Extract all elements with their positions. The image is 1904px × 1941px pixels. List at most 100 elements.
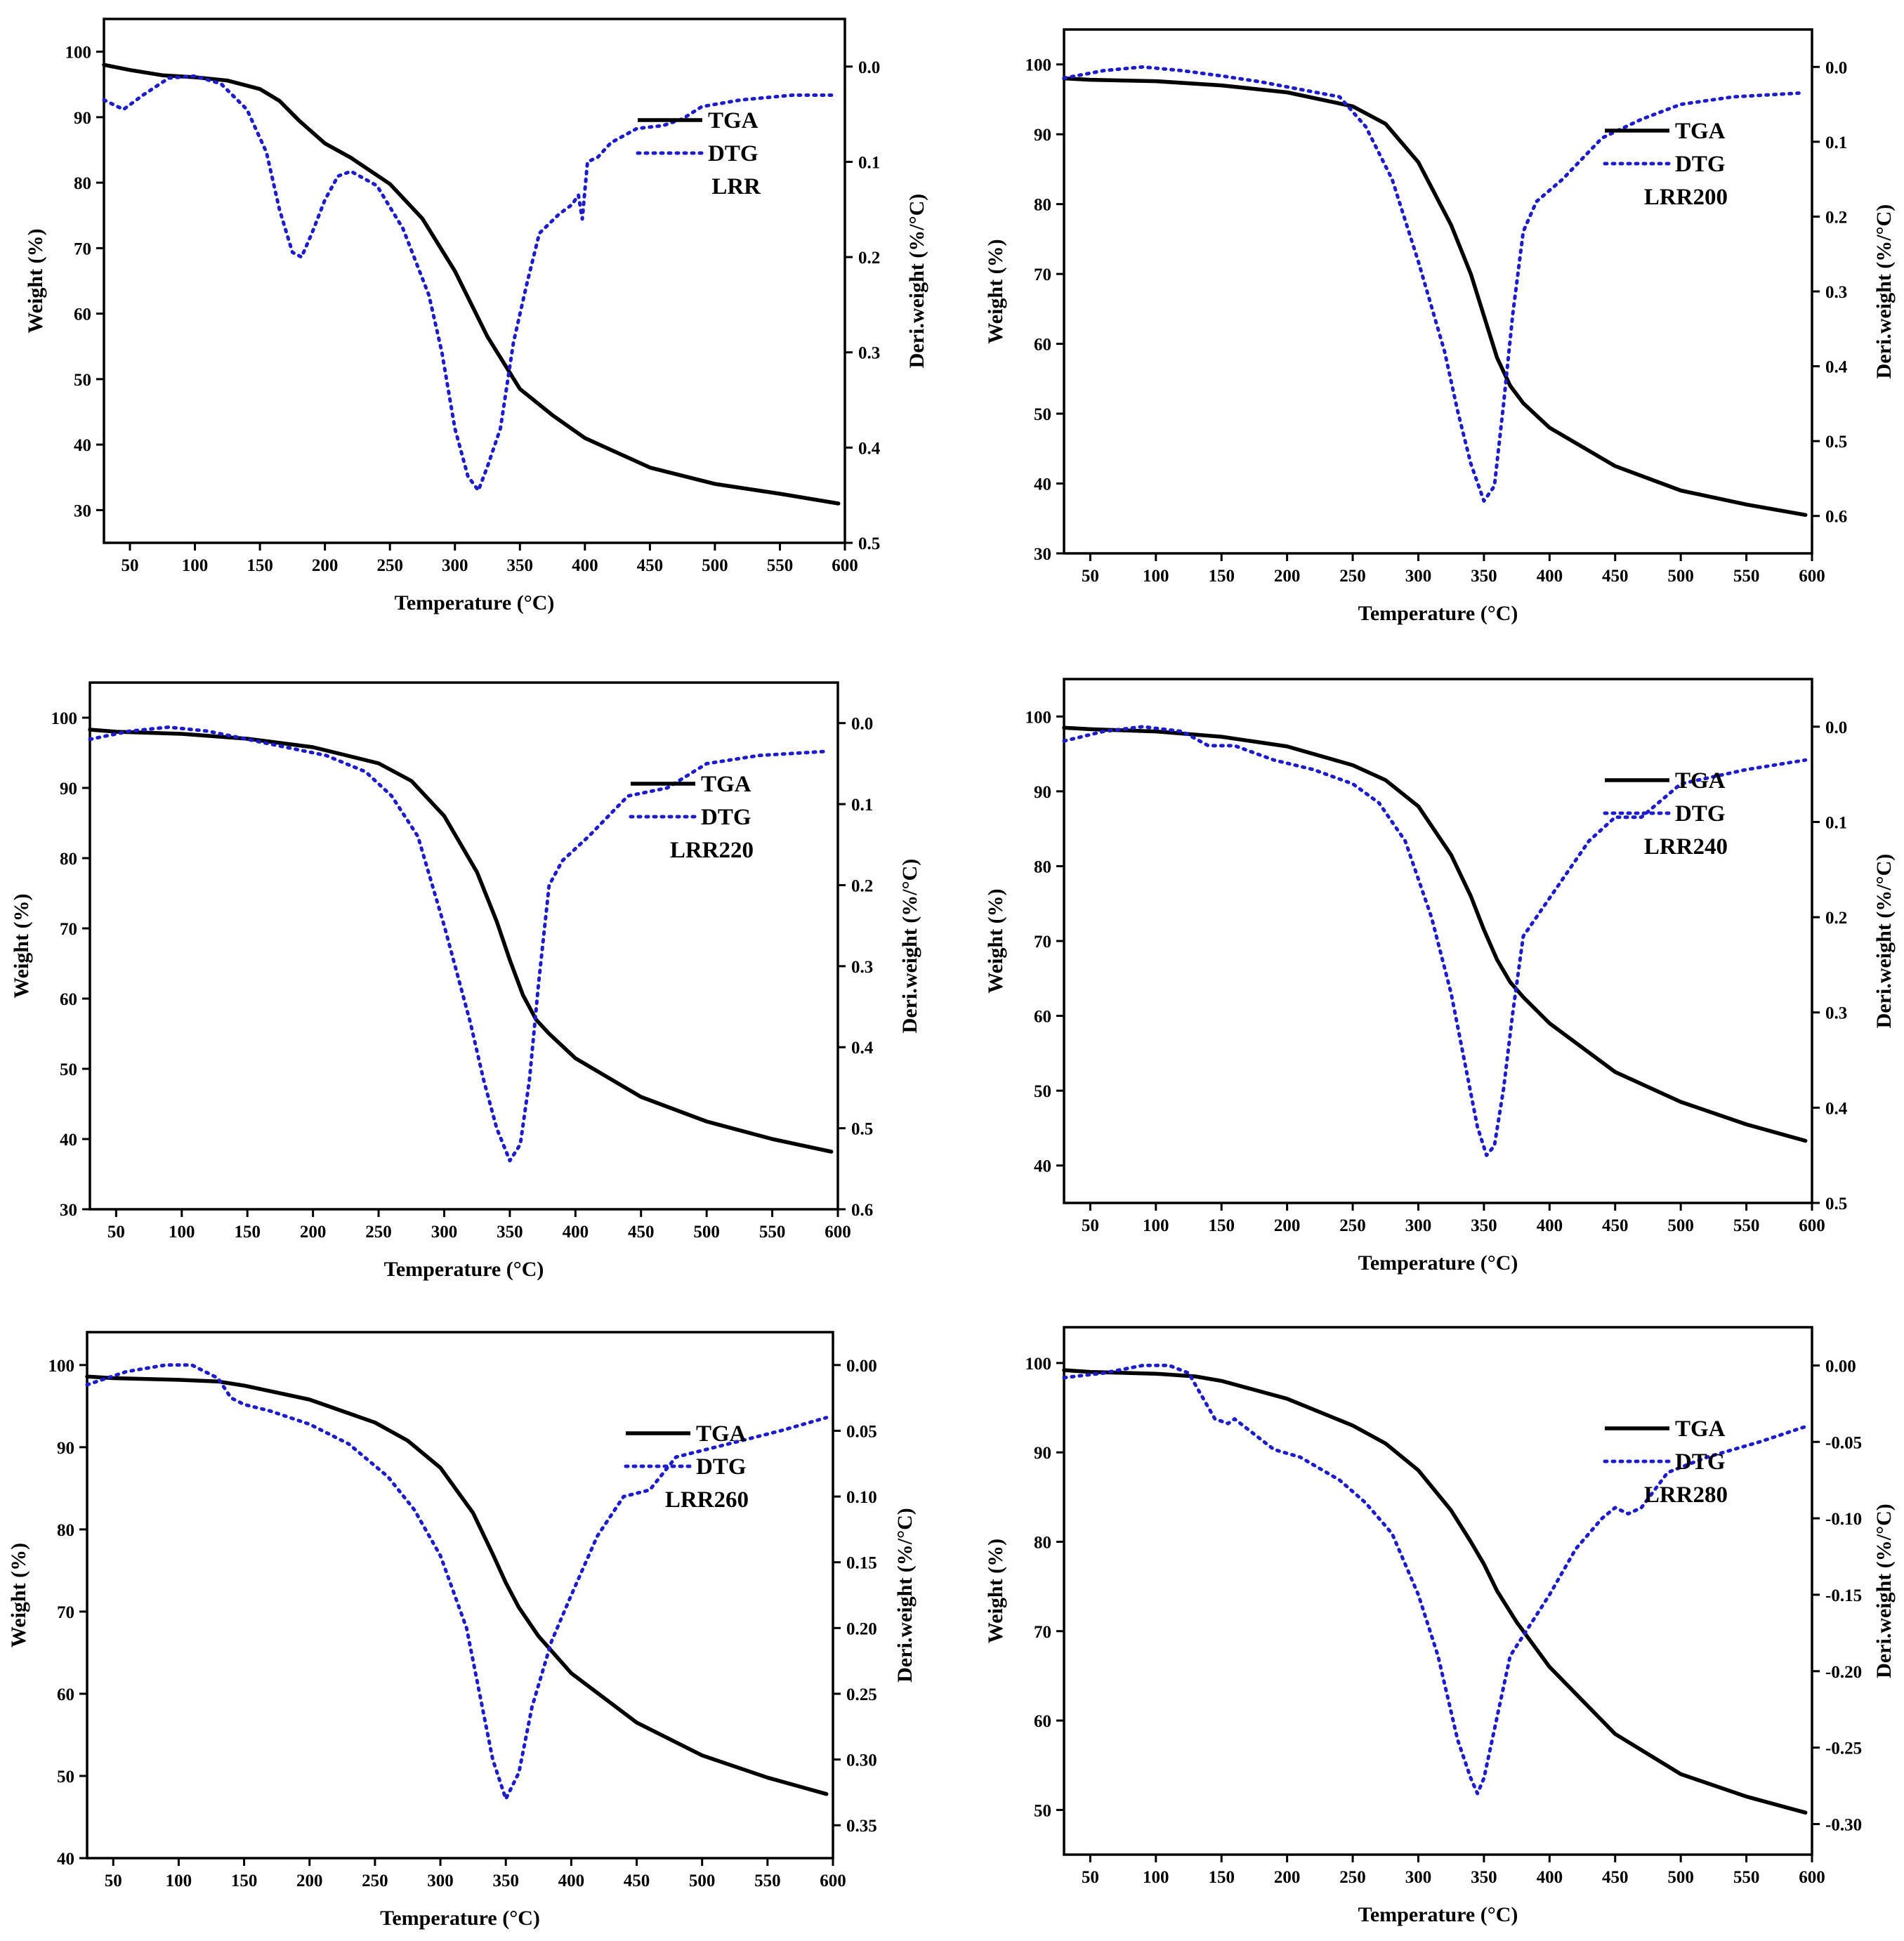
x-tick-label: 150 xyxy=(1208,1216,1235,1235)
y-axis-title: Weight (%) xyxy=(7,1543,30,1647)
y-tick-label: 50 xyxy=(1034,405,1051,424)
legend-sample-label: LRR240 xyxy=(1644,834,1728,860)
plot-frame xyxy=(1063,28,1813,555)
tga-series-line xyxy=(1062,76,1808,518)
x-tick-label: 250 xyxy=(1339,1868,1366,1887)
y2-tick-label: 0.2 xyxy=(1825,208,1847,227)
legend-sample-label: LRR220 xyxy=(670,838,754,863)
y2-tick-label: 0.4 xyxy=(851,1039,874,1058)
dtg-series-line xyxy=(102,74,834,492)
legend-dtg-label: DTG xyxy=(1675,801,1726,827)
y-tick-label: 60 xyxy=(57,1685,74,1704)
y-tick-label: 70 xyxy=(57,1603,74,1622)
y2-tick-label: 0.00 xyxy=(1825,1357,1856,1376)
y-tick-label: 30 xyxy=(1034,545,1051,564)
y2-tick-label: 0.0 xyxy=(851,715,873,734)
y2-tick-label: 0.1 xyxy=(1825,133,1847,152)
y-tick-label: 40 xyxy=(1034,475,1051,494)
x-tick-label: 550 xyxy=(1733,1868,1760,1887)
x-tick-label: 50 xyxy=(1082,567,1099,586)
x-tick-label: 250 xyxy=(1339,1216,1366,1235)
x-tick-label: 400 xyxy=(1537,1868,1563,1887)
legend-sample-label: LRR200 xyxy=(1644,185,1728,210)
legend-dtg-label: DTG xyxy=(1675,1449,1726,1475)
y2-tick-label: -0.30 xyxy=(1825,1815,1862,1834)
y-tick-label: 60 xyxy=(60,990,77,1009)
y-tick-label: 100 xyxy=(51,709,78,728)
x-tick-label: 300 xyxy=(1405,1216,1432,1235)
x-tick-label: 500 xyxy=(1667,1868,1694,1887)
y2-tick-label: 0.5 xyxy=(1825,1195,1847,1213)
x-axis-title: Temperature (°C) xyxy=(1358,602,1518,625)
x-tick-label: 350 xyxy=(1471,1868,1497,1887)
plot-frame xyxy=(1063,1326,1813,1856)
x-tick-label: 350 xyxy=(507,556,534,575)
x-tick-label: 250 xyxy=(362,1871,388,1890)
y-tick-label: 90 xyxy=(1034,783,1051,802)
tga-series-line xyxy=(88,728,834,1154)
x-tick-label: 500 xyxy=(1667,567,1694,586)
plot-frame xyxy=(103,18,846,544)
dtg-series-line xyxy=(1062,65,1801,503)
chart-panel-lrr260: 50 100 150 200 250 300 350 400 450 500 550 600 40 50 6… xyxy=(7,1331,917,1930)
x-tick-label: 50 xyxy=(1082,1868,1099,1887)
y-tick-label: 50 xyxy=(57,1768,74,1787)
tga-series-line xyxy=(102,62,841,506)
dtg-series-line xyxy=(1062,725,1808,1157)
x-tick-label: 400 xyxy=(572,556,598,575)
x-tick-label: 500 xyxy=(702,556,728,575)
x-tick-label: 200 xyxy=(1274,567,1301,586)
dtg-series-line xyxy=(85,1363,829,1801)
y-tick-label: 60 xyxy=(74,305,91,324)
x-tick-label: 200 xyxy=(312,556,339,575)
y2-axis-title: Deri.weight (%/°C) xyxy=(1872,1504,1896,1678)
x-tick-label: 550 xyxy=(754,1871,781,1890)
y-tick-label: 70 xyxy=(74,239,91,258)
tga-series-line xyxy=(1062,1368,1808,1815)
y2-tick-label: 0.3 xyxy=(858,344,880,363)
x-tick-label: 550 xyxy=(759,1223,786,1242)
y2-tick-label: 0.3 xyxy=(851,958,873,977)
x-tick-label: 300 xyxy=(1405,567,1432,586)
x-tick-label: 100 xyxy=(182,556,209,575)
x-tick-label: 550 xyxy=(1733,567,1760,586)
x-tick-label: 100 xyxy=(1143,1868,1169,1887)
y-tick-label: 50 xyxy=(74,371,91,390)
y-axis-title: Weight (%) xyxy=(984,888,1007,993)
y-axis-title: Weight (%) xyxy=(984,1539,1007,1643)
x-tick-label: 500 xyxy=(693,1223,720,1242)
x-tick-label: 300 xyxy=(431,1223,458,1242)
x-tick-label: 550 xyxy=(767,556,794,575)
x-tick-label: 200 xyxy=(300,1223,327,1242)
y2-tick-label: -0.20 xyxy=(1825,1663,1862,1682)
y2-tick-label: 0.30 xyxy=(846,1751,877,1770)
x-tick-label: 200 xyxy=(296,1871,323,1890)
x-tick-label: 250 xyxy=(376,556,403,575)
y-tick-label: 100 xyxy=(1025,1355,1052,1374)
y-tick-label: 50 xyxy=(1034,1801,1051,1820)
y-tick-label: 60 xyxy=(1034,336,1051,355)
y2-axis-title: Deri.weight (%/°C) xyxy=(893,1508,917,1683)
y2-axis-title: Deri.weight (%/°C) xyxy=(898,859,921,1034)
tga-series-line xyxy=(85,1374,829,1796)
x-tick-label: 450 xyxy=(1602,1868,1629,1887)
legend-dtg-label: DTG xyxy=(701,805,751,830)
x-tick-label: 50 xyxy=(105,1871,122,1890)
x-tick-label: 350 xyxy=(492,1871,519,1890)
x-tick-label: 450 xyxy=(1602,1216,1629,1235)
y-tick-label: 100 xyxy=(65,44,92,62)
chart-panel-lrr280: 50 100 150 200 250 300 350 400 450 500 550 600 50 60 7… xyxy=(984,1326,1896,1926)
x-tick-label: 400 xyxy=(1537,567,1563,586)
x-tick-label: 150 xyxy=(247,556,273,575)
y2-tick-label: 0.3 xyxy=(1825,1004,1847,1023)
legend-tga-label: TGA xyxy=(701,772,751,797)
chart-panel-lrr220: 50 100 150 200 250 300 350 400 450 500 550 600 30 40 5… xyxy=(10,681,921,1281)
x-tick-label: 50 xyxy=(1082,1216,1099,1235)
x-tick-label: 300 xyxy=(1405,1868,1432,1887)
y-axis-title: Weight (%) xyxy=(984,239,1007,343)
y-tick-label: 70 xyxy=(1034,1623,1051,1642)
x-tick-label: 400 xyxy=(1537,1216,1563,1235)
y2-tick-label: 0.0 xyxy=(858,58,880,77)
y-tick-label: 80 xyxy=(1034,1533,1051,1552)
